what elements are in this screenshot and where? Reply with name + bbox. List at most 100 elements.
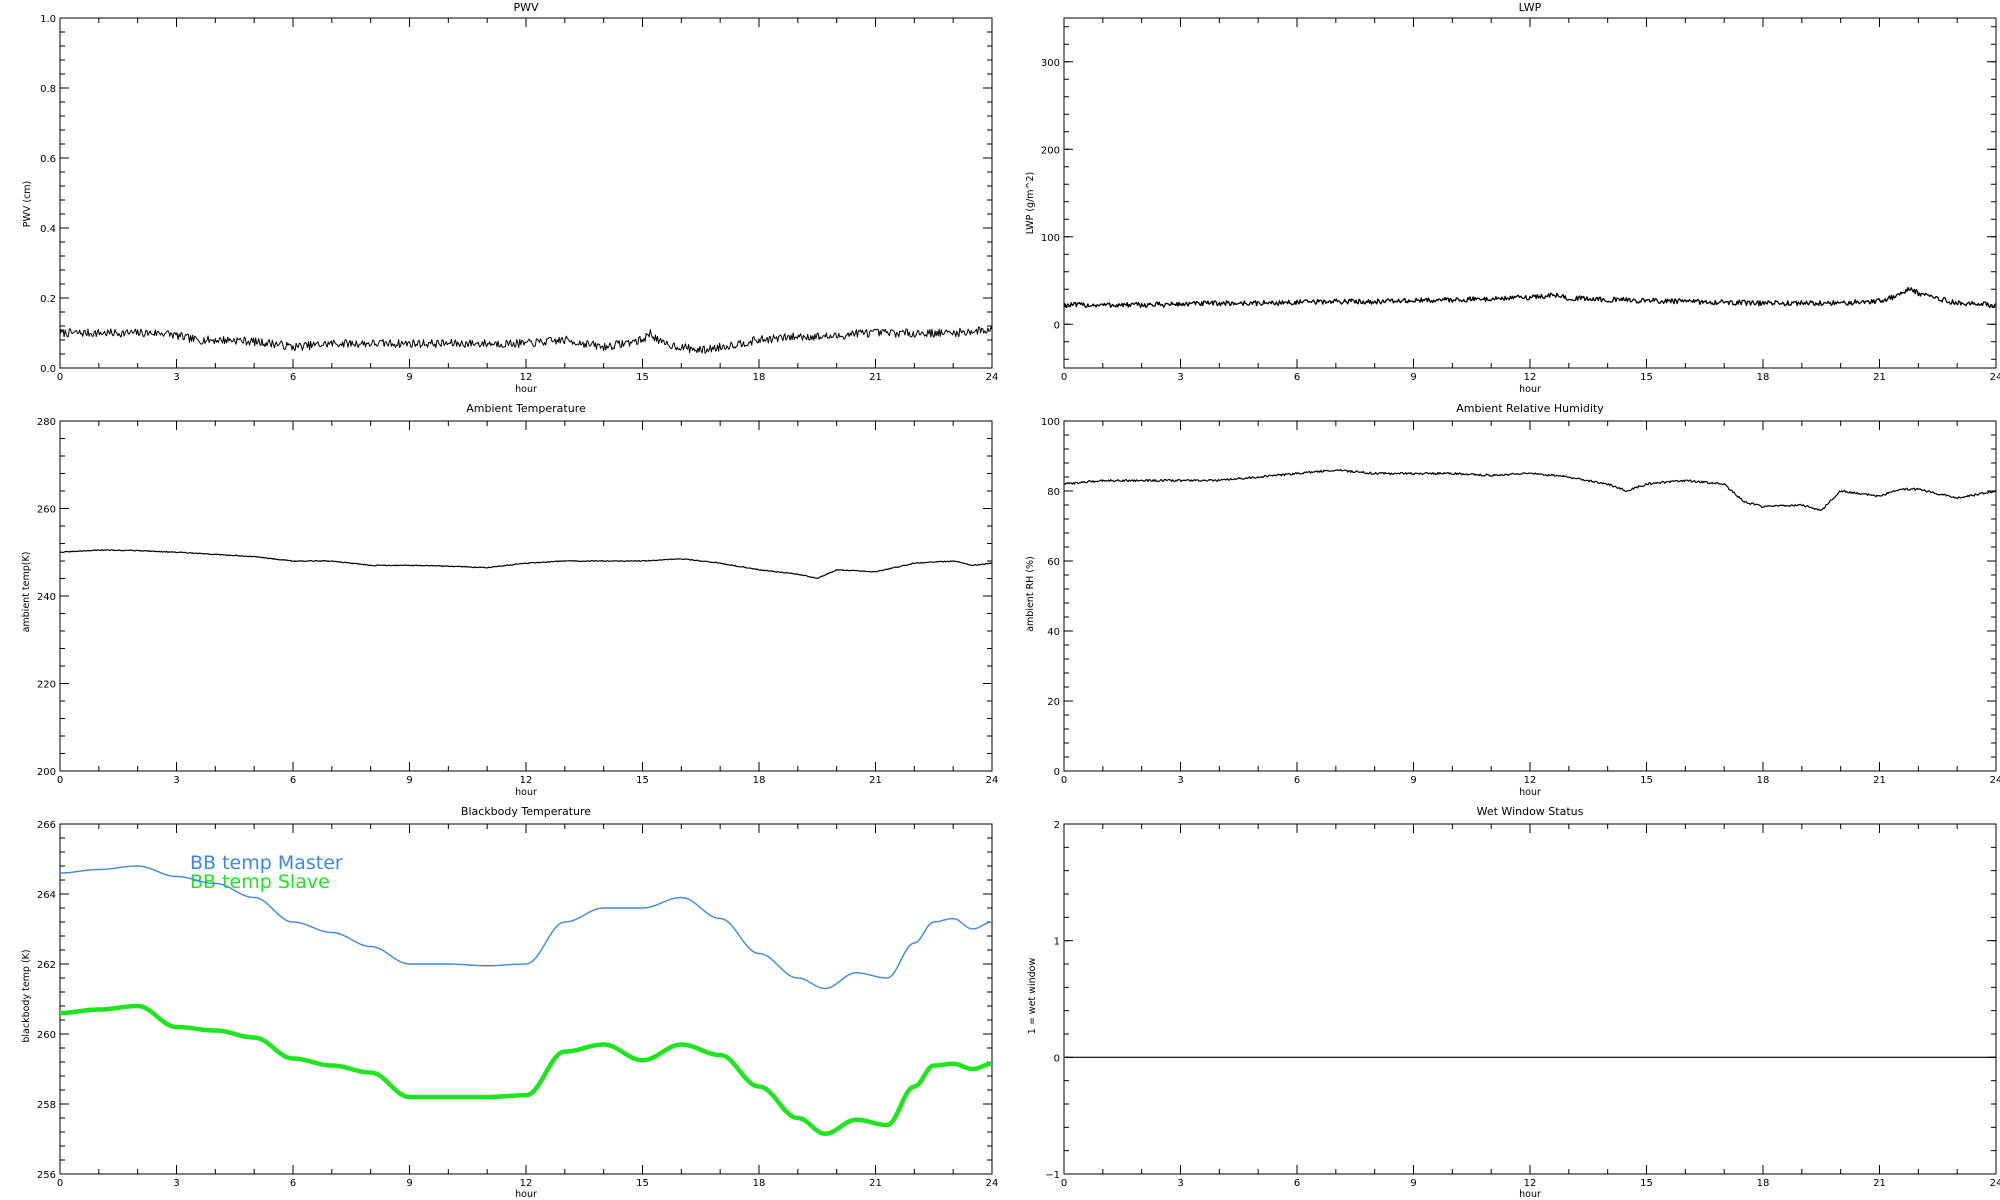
x-tick-label: 12 (520, 775, 533, 786)
series-line (59, 1003, 993, 1136)
x-tick-label: 12 (520, 372, 533, 383)
panel-title: Wet Window Status (1477, 805, 1584, 818)
y-tick-label: 0.6 (40, 154, 56, 165)
y-tick-label: 240 (37, 592, 56, 603)
series-line (59, 326, 993, 354)
x-tick-label: 6 (1294, 372, 1300, 383)
x-tick-label: 24 (986, 775, 999, 786)
y-tick-label: 100 (1041, 417, 1060, 428)
x-tick-label: 15 (1640, 1178, 1653, 1189)
x-tick-label: 0 (1061, 775, 1067, 786)
y-axis-label: ambient temp(K) (21, 552, 32, 633)
y-tick-label: 264 (37, 890, 56, 901)
x-axis-label: hour (1519, 787, 1541, 798)
blackbody-temperature-panel: Blackbody Temperature hour blackbody tem… (21, 805, 998, 1200)
x-tick-label: 0 (1061, 372, 1067, 383)
x-tick-label: 0 (1061, 1178, 1067, 1189)
x-tick-label: 18 (753, 1178, 766, 1189)
x-tick-label: 9 (1410, 775, 1416, 786)
y-tick-label: 0.8 (40, 84, 56, 95)
y-tick-label: 100 (1041, 233, 1060, 244)
x-tick-label: 21 (1873, 1178, 1886, 1189)
x-tick-label: 3 (1177, 372, 1183, 383)
x-axis-label: hour (515, 1189, 537, 1200)
x-tick-label: 21 (869, 775, 882, 786)
ambient-relative-humidity-panel: Ambient Relative Humidity hour ambient R… (1025, 402, 2000, 798)
x-tick-label: 18 (1757, 775, 1770, 786)
x-tick-label: 18 (1757, 372, 1770, 383)
x-tick-label: 9 (406, 1178, 412, 1189)
x-axis-label: hour (1519, 384, 1541, 395)
y-tick-label: 260 (37, 505, 56, 516)
x-tick-label: 21 (869, 372, 882, 383)
x-tick-label: 24 (1990, 372, 2000, 383)
x-tick-label: 21 (1873, 372, 1886, 383)
y-tick-label: 200 (37, 767, 56, 778)
x-tick-label: 24 (986, 372, 999, 383)
y-tick-label: 260 (37, 1030, 56, 1041)
series-line (59, 549, 993, 579)
pwv-panel: PWV hour PWV (cm) 0 3 6 9 12 15 18 21 24 0.0 0.2 0.… (22, 1, 998, 395)
plot-frame (1063, 823, 1997, 1175)
y-tick-label: 1.0 (40, 14, 56, 25)
wet-window-status-panel: Wet Window Status hour 1 = wet window 0 3… (1027, 805, 2000, 1200)
x-tick-label: 24 (986, 1178, 999, 1189)
y-axis-label: 1 = wet window (1027, 958, 1038, 1035)
x-axis-label: hour (515, 384, 537, 395)
y-tick-label: 0.0 (40, 364, 56, 375)
x-tick-label: 6 (290, 775, 296, 786)
x-tick-label: 15 (1640, 372, 1653, 383)
y-tick-label: 258 (37, 1100, 56, 1111)
y-tick-label: 80 (1047, 487, 1060, 498)
x-tick-label: 9 (406, 372, 412, 383)
x-tick-label: 15 (636, 1178, 649, 1189)
panel-title: LWP (1519, 1, 1542, 14)
series-line (1064, 468, 1997, 511)
x-tick-label: 15 (636, 372, 649, 383)
y-tick-label: 300 (1041, 58, 1060, 69)
y-tick-label: 1 (1054, 937, 1060, 948)
x-tick-label: 0 (57, 372, 63, 383)
x-tick-label: 6 (290, 372, 296, 383)
x-tick-label: 3 (173, 372, 179, 383)
y-tick-label: 0.4 (40, 224, 56, 235)
x-tick-label: 21 (1873, 775, 1886, 786)
x-tick-label: 3 (173, 775, 179, 786)
plot-frame (1063, 17, 1997, 369)
x-tick-label: 15 (636, 775, 649, 786)
x-tick-label: 6 (290, 1178, 296, 1189)
ambient-temperature-panel: Ambient Temperature hour ambient temp(K)… (21, 402, 998, 798)
y-axis-label: blackbody temp (K) (21, 949, 32, 1042)
lwp-panel: LWP hour LWP (g/m^2) 0 3 6 9 12 15 18 21 24 0 100 2… (1025, 1, 2000, 395)
x-tick-label: 18 (1757, 1178, 1770, 1189)
x-tick-label: 3 (1177, 1178, 1183, 1189)
x-tick-label: 6 (1294, 775, 1300, 786)
x-tick-label: 24 (1990, 1178, 2000, 1189)
plot-frame (59, 420, 993, 772)
y-tick-label: 256 (37, 1170, 56, 1181)
x-tick-label: 3 (1177, 775, 1183, 786)
series-line (59, 865, 993, 990)
y-tick-label: 220 (37, 680, 56, 691)
y-tick-label: 262 (37, 960, 56, 971)
x-tick-label: 12 (1524, 775, 1537, 786)
x-tick-label: 9 (406, 775, 412, 786)
x-tick-label: 12 (1524, 1178, 1537, 1189)
x-tick-label: 12 (1524, 372, 1537, 383)
y-tick-label: 0 (1054, 1053, 1060, 1064)
plot-frame (59, 17, 993, 369)
y-tick-label: 60 (1047, 557, 1060, 568)
x-tick-label: 18 (753, 372, 766, 383)
y-axis-label: PWV (cm) (22, 181, 33, 228)
y-tick-label: 266 (37, 820, 56, 831)
x-tick-label: 18 (753, 775, 766, 786)
panel-title: PWV (513, 1, 539, 14)
x-tick-label: 0 (57, 1178, 63, 1189)
y-tick-label: 0.2 (40, 294, 56, 305)
y-tick-label: 40 (1047, 627, 1060, 638)
y-axis-label: ambient RH (%) (1025, 556, 1036, 632)
panel-title: Blackbody Temperature (461, 805, 591, 818)
x-axis-label: hour (515, 787, 537, 798)
y-tick-label: 0 (1054, 320, 1060, 331)
